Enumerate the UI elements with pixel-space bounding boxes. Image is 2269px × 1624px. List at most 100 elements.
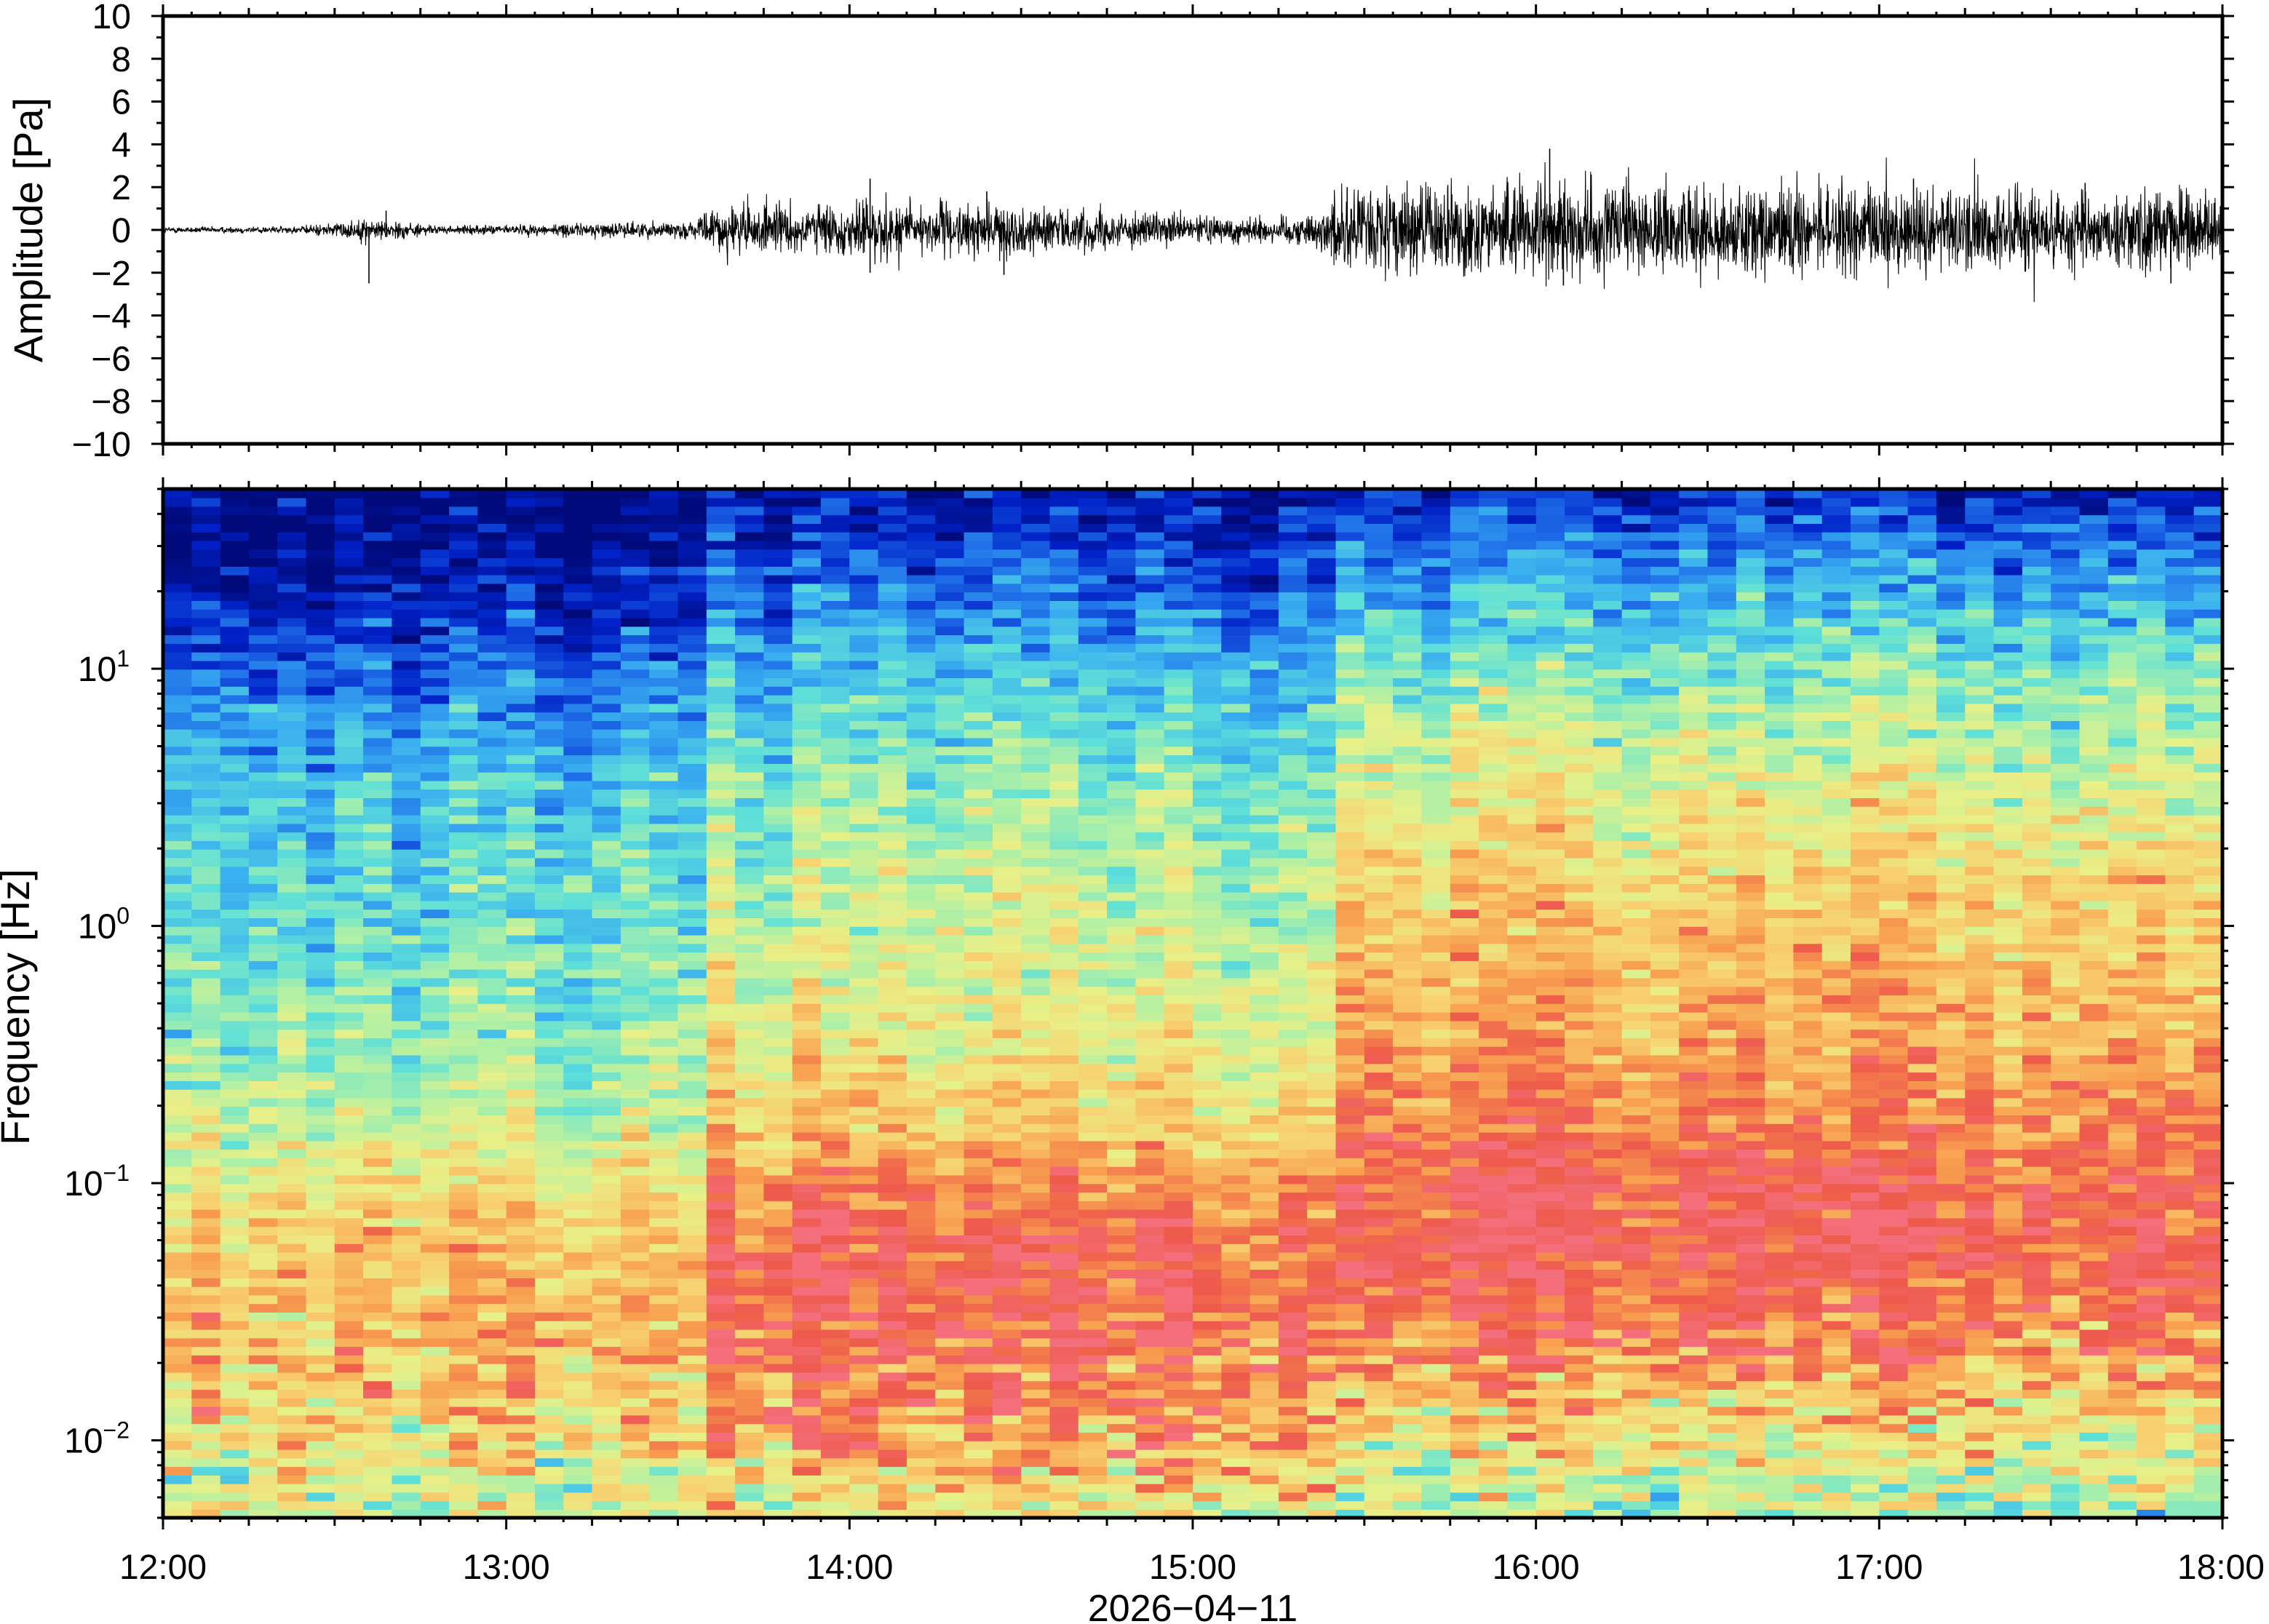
spectrogram-cell	[220, 1235, 250, 1244]
spectrogram-cell	[763, 566, 793, 576]
spectrogram-cell	[334, 1372, 364, 1382]
spectrogram-cell	[420, 651, 450, 661]
spectrogram-cell	[277, 660, 307, 670]
spectrogram-cell	[1221, 1286, 1251, 1296]
spectrogram-cell	[735, 1389, 765, 1398]
spectrogram-cell	[1078, 617, 1108, 627]
spectrogram-cell	[449, 1475, 479, 1484]
spectrogram-cell	[1193, 995, 1223, 1004]
spectrogram-cell	[992, 1260, 1022, 1270]
spectrogram-cell	[1249, 643, 1279, 653]
spectrogram-cell	[1221, 1131, 1251, 1142]
spectrogram-cell	[706, 497, 736, 507]
spectrogram-cell	[535, 694, 565, 704]
spectrogram-cell	[163, 995, 193, 1004]
spectrogram-cell	[992, 643, 1022, 653]
spectrogram-cell	[620, 626, 650, 636]
spectrogram-cell	[506, 840, 536, 850]
spectrogram-cell	[1021, 789, 1051, 798]
spectrogram-cell	[1193, 1406, 1223, 1416]
spectrogram-cell	[506, 995, 536, 1004]
spectrogram-cell	[392, 1003, 421, 1013]
spectrogram-cell	[363, 1080, 393, 1090]
spectrogram-cell	[1221, 592, 1251, 601]
spectrogram-cell	[1164, 514, 1193, 524]
spectrogram-cell	[1021, 1483, 1051, 1493]
spectrogram-cell	[163, 1346, 193, 1356]
spectrogram-cell	[992, 1398, 1022, 1407]
spectrogram-cell	[1049, 1038, 1079, 1047]
spectrogram-cell	[1107, 557, 1137, 567]
spectrogram-cell	[1278, 1046, 1308, 1056]
spectrogram-cell	[1278, 1337, 1308, 1348]
spectrogram-cell	[306, 1115, 335, 1124]
spectrogram-cell	[1021, 712, 1051, 721]
spectrogram-cell	[620, 1054, 650, 1064]
spectrogram-cell	[878, 1466, 907, 1476]
spectrogram-cell	[1249, 1355, 1279, 1364]
spectrogram-cell	[163, 986, 193, 995]
spectrogram-cell	[1078, 728, 1108, 739]
spectrogram-cell	[620, 1398, 650, 1407]
spectrogram-cell	[1049, 1441, 1079, 1450]
spectrogram-cell	[477, 1466, 507, 1476]
spectrogram-cell	[1193, 1106, 1223, 1115]
spectrogram-cell	[392, 1226, 421, 1235]
spectrogram-cell	[277, 549, 307, 559]
spectrogram-cell	[763, 1457, 793, 1468]
spectrogram-cell	[878, 583, 907, 593]
spectrogram-cell	[420, 1269, 450, 1278]
spectrogram-cell	[163, 566, 193, 576]
spectrogram-cell	[821, 1303, 851, 1313]
spectrogram-cell	[306, 677, 335, 687]
spectrogram-cell	[620, 1038, 650, 1047]
spectrogram-cell	[649, 677, 679, 687]
spectrogram-cell	[849, 1337, 879, 1348]
spectrogram-cell	[563, 891, 593, 901]
spectrogram-cell	[248, 489, 278, 498]
spectrogram-cell	[248, 1158, 278, 1167]
spectrogram-cell	[1249, 806, 1279, 816]
spectrogram-cell	[506, 780, 536, 790]
spectrogram-cell	[620, 1192, 650, 1201]
spectrogram-cell	[849, 737, 879, 747]
spectrogram-cell	[677, 1158, 707, 1167]
spectrogram-column	[449, 489, 479, 1518]
spectrogram-cell	[449, 617, 479, 627]
spectrogram-cell	[1221, 960, 1251, 970]
spectrogram-cell	[906, 1235, 936, 1244]
spectrogram-cell	[1164, 1398, 1193, 1407]
spectrogram-cell	[277, 1294, 307, 1305]
spectrogram-cell	[163, 1321, 193, 1330]
spectrogram-cell	[220, 1251, 250, 1262]
spectrogram-cell	[449, 600, 479, 610]
spectrogram-cell	[163, 1389, 193, 1398]
spectrogram-cell	[1249, 1123, 1279, 1133]
spectrogram-cell	[334, 1106, 364, 1115]
spectrogram-cell	[363, 943, 393, 953]
spectrogram-cell	[363, 651, 393, 661]
spectrogram-cell	[248, 763, 278, 773]
wave-ytick-label: −10	[72, 426, 131, 464]
spectrogram-cell	[792, 960, 822, 970]
spectrogram-cell	[821, 1038, 851, 1047]
spectrogram-cell	[792, 866, 822, 876]
spectrogram-cell	[1021, 1449, 1051, 1459]
spectrogram-cell	[535, 1363, 565, 1373]
spectrogram-cell	[1135, 1029, 1165, 1038]
spectrogram-cell	[506, 1046, 536, 1056]
spectrogram-cell	[163, 952, 193, 961]
spectrogram-cell	[220, 1243, 250, 1253]
spectrogram-cell	[1049, 1372, 1079, 1382]
spectrogram-cell	[735, 1329, 765, 1339]
spectrogram-cell	[1221, 1174, 1251, 1185]
spectrogram-cell	[220, 1372, 250, 1382]
spectrogram-cell	[935, 1441, 965, 1450]
spectrogram-cell	[563, 1011, 593, 1022]
spectrogram-cell	[935, 857, 965, 867]
spectrogram-cell	[1107, 1380, 1137, 1390]
spectrogram-cell	[248, 780, 278, 790]
spectrogram-cell	[277, 540, 307, 550]
spectrogram-cell	[592, 609, 621, 618]
spectrogram-cell	[677, 1235, 707, 1244]
